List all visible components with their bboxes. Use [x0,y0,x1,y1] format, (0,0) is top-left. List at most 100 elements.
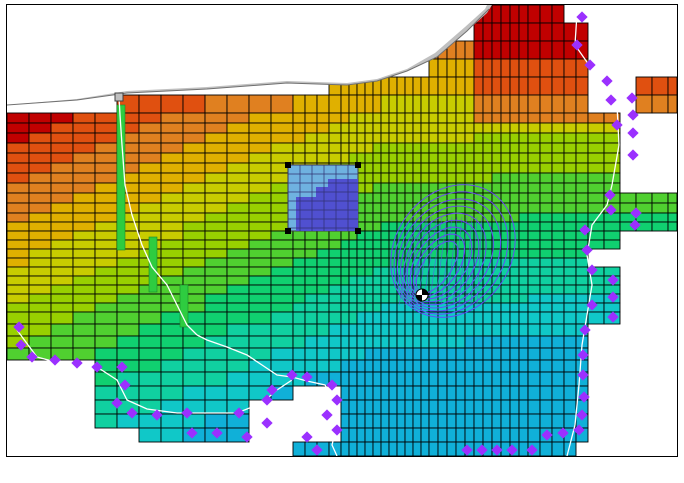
grid-cell[interactable] [539,112,553,124]
grid-cell[interactable] [500,5,511,24]
diamond-marker-icon[interactable] [573,424,585,436]
grid-cell[interactable] [388,132,398,144]
grid-cell[interactable] [388,122,398,134]
grid-cell[interactable] [412,172,422,184]
grid-cell[interactable] [72,335,96,349]
grid-cell[interactable] [348,399,358,415]
grid-cell[interactable] [372,152,382,164]
model-grid-view[interactable] [7,5,677,456]
grid-cell[interactable] [182,275,206,286]
grid-cell[interactable] [356,112,366,124]
grid-cell[interactable] [500,122,511,134]
grid-cell[interactable] [94,275,118,286]
grid-cell[interactable] [446,202,457,214]
grid-cell[interactable] [226,152,250,164]
grid-cell[interactable] [270,142,294,154]
grid-cell[interactable] [527,152,541,164]
grid-cell[interactable] [509,94,520,114]
grid-cell[interactable] [28,335,52,349]
grid-cell[interactable] [340,132,350,144]
grid-cell[interactable] [380,230,390,241]
grid-cell[interactable] [491,152,502,164]
grid-cell[interactable] [396,182,406,194]
grid-cell[interactable] [28,142,52,154]
grid-cell[interactable] [388,293,398,304]
grid-cell[interactable] [396,347,406,361]
grid-cell[interactable] [473,40,484,60]
grid-cell[interactable] [94,230,118,241]
grid-cell[interactable] [348,323,358,337]
grid-cell[interactable] [226,230,250,241]
grid-cell[interactable] [380,385,390,401]
grid-cell[interactable] [348,239,358,250]
grid-cell[interactable] [50,257,74,268]
grid-cell[interactable] [160,142,184,154]
grid-cell[interactable] [437,162,448,174]
grid-cell[interactable] [412,347,422,361]
grid-cell[interactable] [539,94,553,114]
grid-cell[interactable] [464,359,475,373]
grid-cell[interactable] [72,182,96,194]
grid-cell[interactable] [248,359,272,373]
grid-cell[interactable] [491,347,502,361]
grid-cell[interactable] [539,323,553,337]
grid-cell[interactable] [464,427,475,443]
grid-cell[interactable] [575,266,589,277]
grid-cell[interactable] [328,239,342,250]
grid-cell[interactable] [380,248,390,259]
grid-cell[interactable] [270,293,294,304]
grid-cell[interactable] [364,385,374,401]
grid-cell[interactable] [491,162,502,174]
grid-cell[interactable] [340,257,350,268]
grid-cell[interactable] [539,202,553,214]
grid-cell[interactable] [7,132,30,144]
grid-cell[interactable] [94,202,118,214]
grid-cell[interactable] [428,385,439,401]
grid-cell[interactable] [204,284,228,295]
grid-cell[interactable] [7,221,30,232]
grid-cell[interactable] [356,275,366,286]
grid-cell[interactable] [539,22,553,42]
diamond-marker-icon[interactable] [301,371,313,383]
grid-cell[interactable] [72,162,96,174]
grid-cell[interactable] [182,172,206,184]
grid-cell[interactable] [7,182,30,194]
grid-cell[interactable] [380,441,390,456]
grid-cell[interactable] [116,335,140,349]
grid-cell[interactable] [248,182,272,194]
grid-cell[interactable] [388,94,398,114]
diamond-marker-icon[interactable] [241,431,253,443]
grid-cell[interactable] [160,221,184,232]
grid-cell[interactable] [270,323,294,337]
grid-cell[interactable] [316,122,330,134]
grid-cell[interactable] [328,257,342,268]
grid-cell[interactable] [304,257,318,268]
grid-cell[interactable] [292,112,306,124]
grid-cell[interactable] [270,239,294,250]
grid-cell[interactable] [437,142,448,154]
grid-cell[interactable] [509,182,520,194]
grid-cell[interactable] [527,427,541,443]
grid-cell[interactable] [328,94,342,114]
grid-cell[interactable] [292,248,306,259]
grid-cell[interactable] [404,172,414,184]
grid-cell[interactable] [94,221,118,232]
grid-cell[interactable] [204,311,228,325]
grid-cell[interactable] [551,192,565,204]
grid-cell[interactable] [518,284,529,295]
grid-cell[interactable] [138,142,162,154]
grid-cell[interactable] [364,239,374,250]
grid-cell[interactable] [455,94,466,114]
grid-cell[interactable] [364,347,374,361]
grid-cell[interactable] [372,239,382,250]
grid-cell[interactable] [518,142,529,154]
grid-cell[interactable] [563,302,577,313]
grid-cell[interactable] [248,172,272,184]
grid-cell[interactable] [7,122,30,134]
grid-cell[interactable] [551,284,565,295]
well-icon[interactable] [415,288,429,302]
grid-cell[interactable] [428,399,439,415]
grid-cell[interactable] [404,347,414,361]
grid-cell[interactable] [72,192,96,204]
grid-cell[interactable] [380,311,390,325]
